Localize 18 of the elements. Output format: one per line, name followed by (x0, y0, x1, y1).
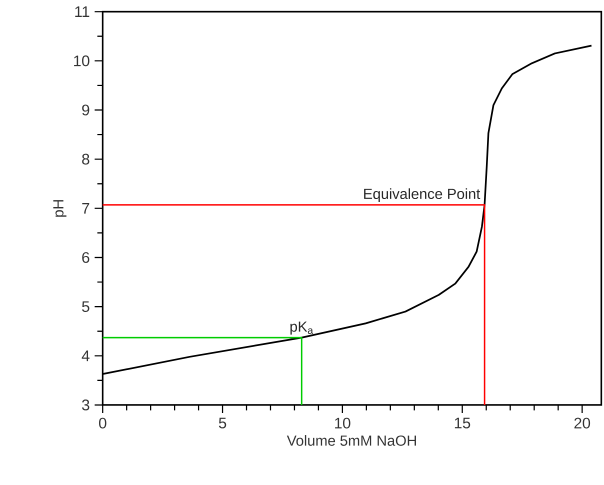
y-tick-label: 7 (82, 203, 90, 214)
x-tick-label: 10 (335, 418, 350, 429)
x-axis-title: Volume 5mM NaOH (286, 435, 416, 446)
y-tick-label: 4 (82, 350, 90, 362)
x-tick-label: 0 (99, 418, 106, 429)
x-tick-label: 15 (454, 418, 470, 428)
annotation: pK$_{a}$ (290, 322, 314, 335)
y-tick-label: 3 (82, 400, 90, 410)
x-tick-label: 20 (574, 418, 590, 429)
y-tick-label: 5 (82, 301, 90, 312)
y-tick-label: 8 (82, 154, 90, 165)
y-tick-label: 9 (82, 104, 90, 116)
y-tick-label: 11 (75, 6, 90, 17)
y-tick-label: 10 (74, 55, 90, 66)
y-axis-title: pH (53, 200, 66, 217)
x-tick-label: 5 (218, 418, 226, 428)
annotation: Equivalence Point (364, 188, 480, 202)
y-tick-label: 6 (82, 252, 90, 263)
